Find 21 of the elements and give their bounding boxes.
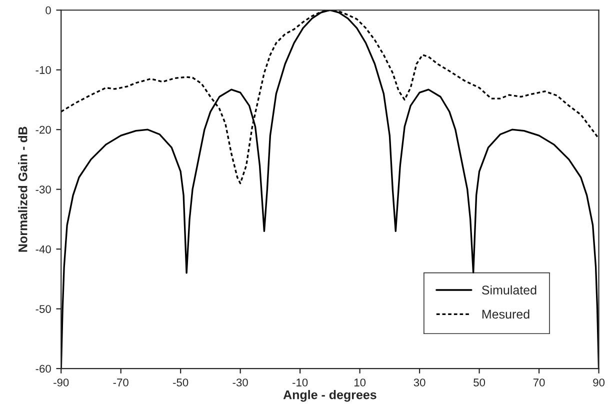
legend-label: Mesured (482, 309, 530, 319)
x-tick-label: 90 (593, 378, 605, 386)
legend-label: Simulated (482, 285, 536, 295)
x-tick-label: -70 (113, 378, 128, 386)
y-tick-label: -20 (36, 126, 51, 134)
x-axis-title: Angle - degrees (283, 390, 376, 402)
x-tick-label: -50 (173, 378, 188, 386)
x-tick-label: -10 (292, 378, 308, 386)
y-axis-title: Normalized Gain - dB (18, 126, 28, 252)
y-tick-label: 0 (46, 6, 51, 14)
y-tick-label: -10 (36, 66, 51, 74)
y-tick-label: -40 (36, 245, 51, 254)
y-tick-label: -30 (36, 186, 51, 194)
y-tick-label: -50 (36, 305, 51, 313)
x-tick-label: -30 (232, 378, 248, 386)
x-tick-label: 30 (414, 378, 426, 386)
x-tick-label: -90 (54, 378, 69, 386)
x-tick-label: 70 (533, 378, 545, 386)
y-tick-label: -60 (36, 364, 51, 373)
x-tick-label: 10 (354, 378, 366, 386)
x-tick-label: 50 (474, 378, 486, 386)
